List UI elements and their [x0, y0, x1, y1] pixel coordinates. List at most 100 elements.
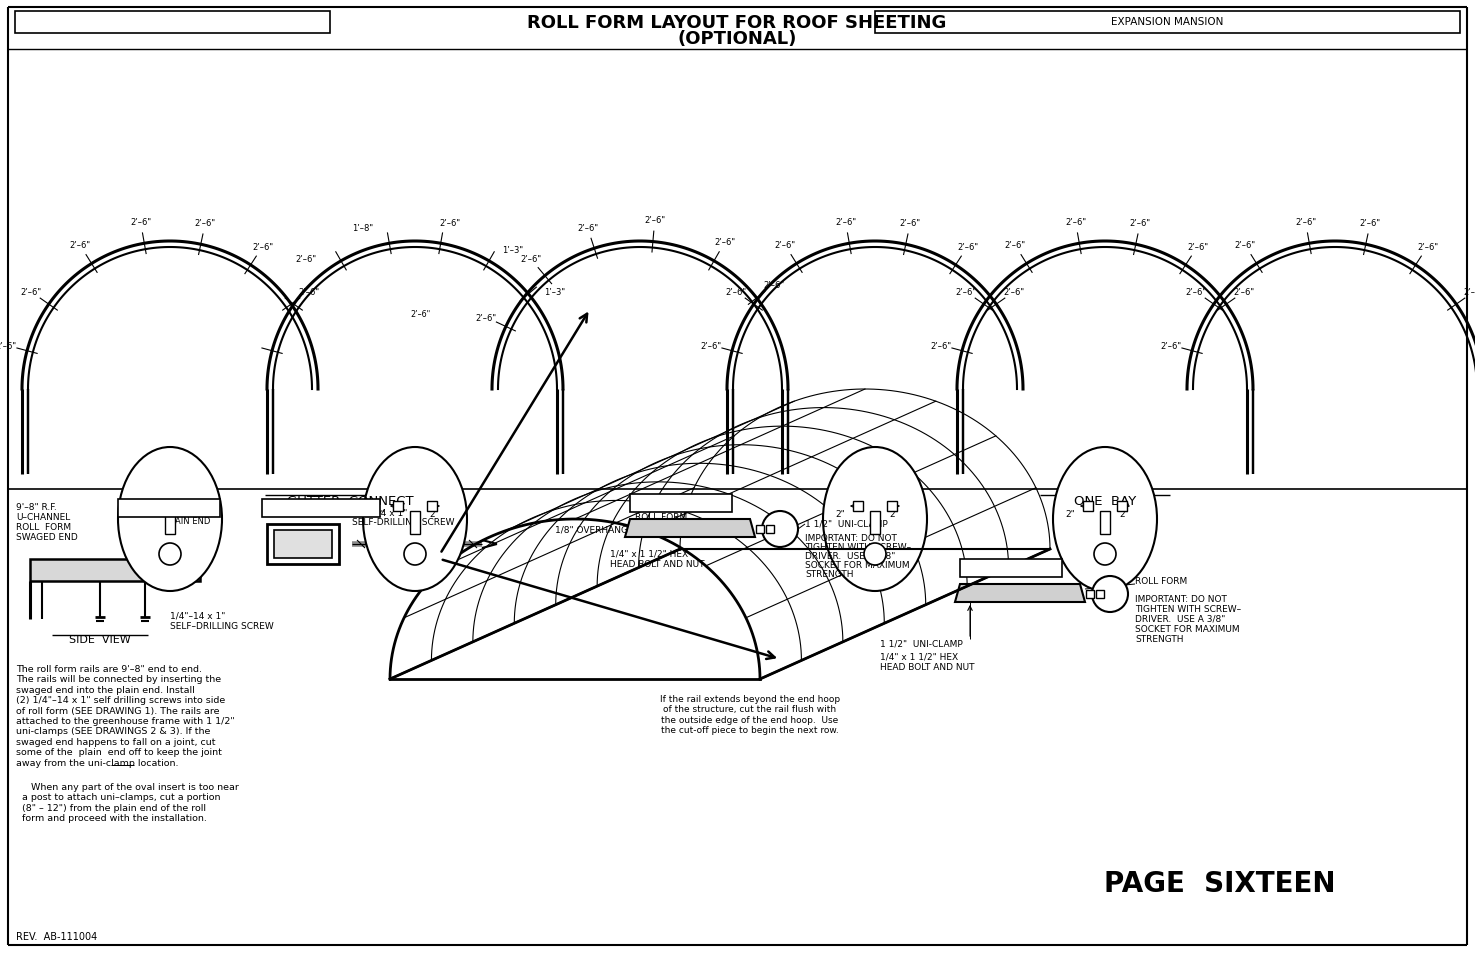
Text: ROLL FORM LAYOUT FOR ROOF SHEETING: ROLL FORM LAYOUT FOR ROOF SHEETING — [528, 14, 947, 32]
Text: ROLL FORM: ROLL FORM — [636, 513, 687, 521]
Text: SELF-DRILLING SCREW: SELF-DRILLING SCREW — [353, 517, 454, 526]
Text: 2’–6": 2’–6" — [69, 241, 90, 250]
Text: 2’–6": 2’–6" — [774, 241, 795, 250]
Text: 2’–6": 2’–6" — [1065, 218, 1086, 227]
Bar — [630, 495, 732, 513]
Bar — [274, 531, 332, 558]
Circle shape — [763, 512, 798, 547]
Circle shape — [1094, 543, 1117, 565]
Text: 2’–6": 2’–6" — [1187, 243, 1208, 252]
Text: 2’–6": 2’–6" — [1417, 243, 1438, 252]
Text: TIGHTEN WITH SCREW–: TIGHTEN WITH SCREW– — [1134, 604, 1240, 614]
Text: 2": 2" — [375, 510, 385, 519]
Bar — [1086, 590, 1094, 598]
Text: 2’–6": 2’–6" — [299, 288, 320, 296]
Text: HEAD BOLT AND NUT: HEAD BOLT AND NUT — [881, 662, 975, 671]
Bar — [392, 501, 403, 512]
Text: TIGHTEN WITH SCREW–: TIGHTEN WITH SCREW– — [805, 542, 912, 552]
Polygon shape — [954, 584, 1086, 602]
Text: 2’–6": 2’–6" — [1360, 219, 1381, 228]
Text: 2’–6": 2’–6" — [645, 216, 665, 225]
Text: 2’–6": 2’–6" — [295, 255, 316, 264]
Text: 2’–6": 2’–6" — [1003, 288, 1025, 296]
Text: 2’–6": 2’–6" — [1130, 219, 1150, 228]
Ellipse shape — [1053, 448, 1156, 592]
Text: 1/4" x 1 1/2" HEX: 1/4" x 1 1/2" HEX — [611, 550, 689, 558]
Text: STRENGTH: STRENGTH — [805, 569, 854, 578]
Ellipse shape — [363, 448, 468, 592]
Text: 2’–6": 2’–6" — [521, 255, 541, 264]
Text: 2’–6": 2’–6" — [195, 219, 215, 228]
Circle shape — [864, 543, 886, 565]
Bar — [410, 512, 420, 535]
Text: IMPORTANT: DO NOT: IMPORTANT: DO NOT — [805, 534, 897, 542]
Bar — [766, 525, 774, 534]
Text: ONE  BAY: ONE BAY — [1074, 495, 1136, 507]
Bar — [165, 512, 176, 535]
Text: 1 1/2"  UNI-CLAMP: 1 1/2" UNI-CLAMP — [881, 639, 963, 648]
Text: 2": 2" — [889, 510, 898, 519]
Text: GUTTER  CONNECT: GUTTER CONNECT — [286, 495, 413, 507]
Text: PAGE  SIXTEEN: PAGE SIXTEEN — [1105, 869, 1336, 897]
Bar — [426, 501, 437, 512]
Text: HEAD BOLT AND NUT: HEAD BOLT AND NUT — [611, 559, 705, 568]
Text: 2’–6": 2’–6" — [577, 224, 597, 233]
Text: 2’–6": 2’–6" — [21, 288, 41, 296]
Text: 2’–6": 2’–6" — [835, 218, 855, 227]
Text: 1/4"–14 x 1": 1/4"–14 x 1" — [170, 612, 226, 620]
Text: 2’–6": 2’–6" — [1233, 288, 1255, 296]
Text: DRIVER.  USE A 3/8": DRIVER. USE A 3/8" — [1134, 615, 1226, 623]
Text: If the rail extends beyond the end hoop
of the structure, cut the rail flush wit: If the rail extends beyond the end hoop … — [659, 695, 841, 735]
Bar — [1100, 512, 1111, 535]
Bar — [148, 501, 158, 512]
Text: 2’–6": 2’–6" — [1295, 218, 1316, 227]
Bar — [15, 12, 330, 34]
Polygon shape — [30, 559, 201, 581]
Text: DRAWING  1: DRAWING 1 — [136, 501, 204, 512]
Circle shape — [404, 543, 426, 565]
Text: 2’–6": 2’–6" — [764, 280, 785, 290]
Text: 2": 2" — [429, 510, 438, 519]
Text: 2’–6": 2’–6" — [931, 341, 951, 350]
Bar — [1117, 501, 1127, 512]
Polygon shape — [625, 519, 755, 537]
Text: STRENGTH: STRENGTH — [1134, 635, 1183, 643]
Bar — [118, 499, 220, 517]
Text: 1 1/2"  UNI-CLAMP: 1 1/2" UNI-CLAMP — [805, 519, 888, 529]
Text: SOCKET FOR MAXIMUM: SOCKET FOR MAXIMUM — [1134, 624, 1239, 634]
Circle shape — [1092, 577, 1128, 613]
Text: U–CHANNEL: U–CHANNEL — [16, 513, 71, 521]
Text: 2’–6": 2’–6" — [1463, 288, 1475, 296]
Text: EXPANSION MANSION: EXPANSION MANSION — [1111, 17, 1223, 27]
Text: 2": 2" — [1065, 510, 1075, 519]
Text: 2’–6": 2’–6" — [701, 341, 721, 350]
Text: 2": 2" — [835, 510, 845, 519]
Text: SOCKET FOR MAXIMUM: SOCKET FOR MAXIMUM — [805, 560, 910, 569]
Text: 2’–6": 2’–6" — [956, 288, 976, 296]
Text: 1/4"–14 x 1": 1/4"–14 x 1" — [353, 507, 407, 517]
Bar — [757, 525, 764, 534]
Text: PLAIN END: PLAIN END — [165, 517, 211, 525]
Text: 2’–6": 2’–6" — [440, 219, 460, 228]
Bar — [886, 501, 897, 512]
Ellipse shape — [823, 448, 926, 592]
Text: 1/8" OVERHANG: 1/8" OVERHANG — [555, 525, 628, 534]
Text: 2": 2" — [1120, 510, 1128, 519]
Text: 2’–6": 2’–6" — [130, 218, 150, 227]
Text: 2’–6": 2’–6" — [0, 341, 16, 350]
Circle shape — [159, 543, 181, 565]
Text: SELF–DRILLING SCREW: SELF–DRILLING SCREW — [170, 621, 274, 630]
Bar — [870, 512, 881, 535]
Bar — [853, 501, 863, 512]
Text: ROLL FORM: ROLL FORM — [165, 506, 214, 516]
Text: 2’–6": 2’–6" — [410, 310, 431, 318]
Text: 2’–6": 2’–6" — [900, 219, 920, 228]
Bar — [1083, 501, 1093, 512]
Bar — [181, 501, 192, 512]
Bar — [960, 559, 1062, 578]
Text: (OPTIONAL): (OPTIONAL) — [677, 30, 796, 48]
Text: 2’–6": 2’–6" — [1186, 288, 1207, 296]
Text: 1/4" x 1 1/2" HEX: 1/4" x 1 1/2" HEX — [881, 652, 959, 661]
Text: DRAWING  3: DRAWING 3 — [976, 561, 1044, 572]
Text: ROLL FORM: ROLL FORM — [1134, 577, 1187, 585]
